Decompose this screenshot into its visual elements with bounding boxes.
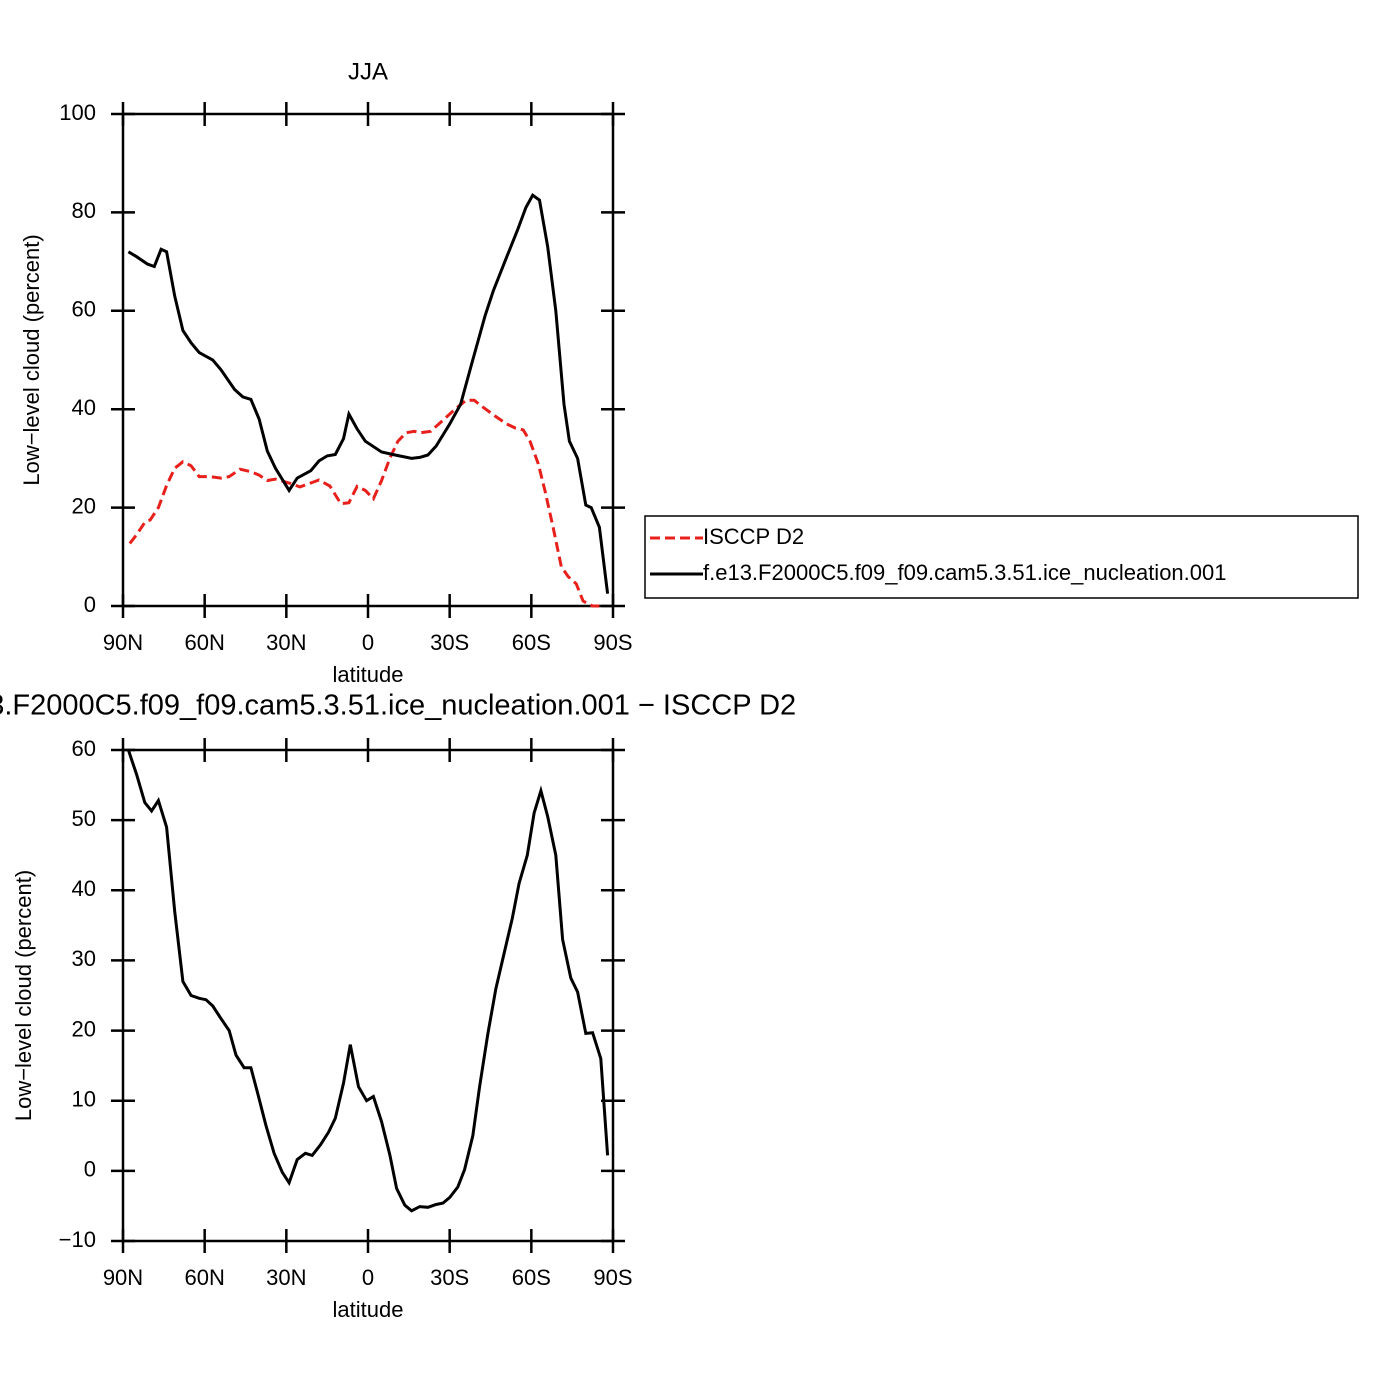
y-tick-label: 60 <box>72 736 96 761</box>
y-tick-label: 20 <box>72 493 96 518</box>
y-tick-label: 10 <box>72 1087 96 1112</box>
y-tick-label: 60 <box>72 297 96 322</box>
y-tick-label: 20 <box>72 1016 96 1041</box>
x-tick-label: 60S <box>512 1265 551 1290</box>
y-tick-label: 40 <box>72 395 96 420</box>
x-tick-label: 90S <box>593 630 632 655</box>
x-tick-label: 90N <box>103 1265 143 1290</box>
y-tick-label: 30 <box>72 946 96 971</box>
x-axis-label: latitude <box>333 662 404 687</box>
y-tick-label: 0 <box>84 1157 96 1182</box>
x-tick-label: 30N <box>266 1265 306 1290</box>
x-tick-label: 90S <box>593 1265 632 1290</box>
x-tick-label: 90N <box>103 630 143 655</box>
x-tick-label: 30N <box>266 630 306 655</box>
x-tick-label: 0 <box>362 630 374 655</box>
x-tick-label: 0 <box>362 1265 374 1290</box>
chart-title: f.e13.F2000C5.f09_f09.cam5.3.51.ice_nucl… <box>0 690 796 722</box>
x-tick-label: 60N <box>184 630 224 655</box>
legend-box <box>644 515 1359 599</box>
y-tick-label: 100 <box>59 100 96 125</box>
x-tick-label: 60N <box>184 1265 224 1290</box>
plot-frame <box>121 748 615 1243</box>
y-axis-label: Low−level cloud (percent) <box>19 234 44 485</box>
y-tick-label: 80 <box>72 198 96 223</box>
legend-label: f.e13.F2000C5.f09_f09.cam5.3.51.ice_nucl… <box>703 560 1227 585</box>
y-tick-label: 50 <box>72 806 96 831</box>
legend-label: ISCCP D2 <box>703 524 804 549</box>
x-tick-label: 60S <box>512 630 551 655</box>
y-tick-label: −10 <box>59 1227 96 1252</box>
x-tick-label: 30S <box>430 630 469 655</box>
x-tick-label: 30S <box>430 1265 469 1290</box>
plot-frame <box>121 112 615 608</box>
chart-title: JJA <box>348 58 388 85</box>
x-axis-label: latitude <box>333 1297 404 1322</box>
y-tick-label: 0 <box>84 592 96 617</box>
y-tick-label: 40 <box>72 876 96 901</box>
data-line <box>128 398 600 608</box>
data-line <box>126 749 610 1213</box>
y-axis-label: Low−level cloud (percent) <box>11 870 36 1121</box>
data-line <box>127 192 610 594</box>
